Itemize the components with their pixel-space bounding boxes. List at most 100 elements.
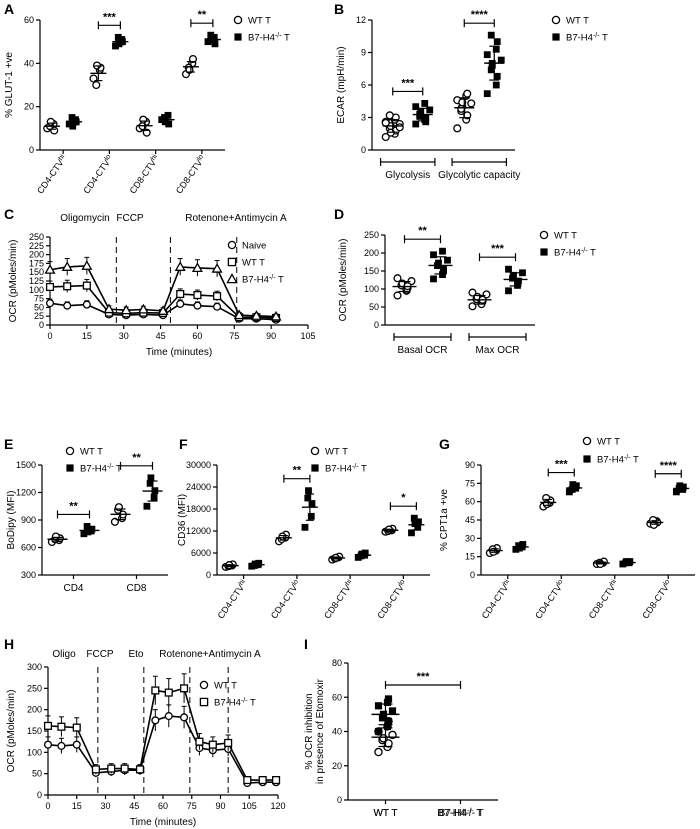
- data-point: [374, 727, 383, 736]
- legend-label: WT T: [248, 16, 271, 27]
- y-tick-label: 12000: [186, 526, 211, 536]
- data-point: [374, 702, 383, 710]
- x-tick-label: 90: [266, 331, 276, 341]
- data-point: [672, 488, 680, 496]
- x-tick-label: 120: [270, 801, 285, 811]
- x-tick-label: Max OCR: [476, 345, 520, 356]
- data-point: [488, 62, 496, 69]
- x-tick-label: 90: [215, 801, 225, 811]
- y-tick-label: 150: [29, 267, 44, 277]
- data-point: [63, 301, 72, 310]
- y-tick-label: 100: [364, 284, 379, 294]
- data-point: [91, 765, 100, 774]
- x-tick-label: CD4-CTVlo: [533, 578, 567, 621]
- legend-label: B7-H4-/- T: [248, 32, 290, 44]
- data-point: [165, 120, 173, 128]
- legend-label: WT T: [80, 447, 103, 458]
- data-point: [415, 518, 422, 526]
- data-point: [258, 776, 267, 785]
- y-tick-label: 75: [465, 478, 475, 488]
- y-tick-label: 150: [27, 726, 42, 736]
- data-point: [103, 303, 115, 314]
- panel-f: F 0 6000 12000 18000 24000 30000 CD36 (MFI) CD4-…: [177, 436, 430, 621]
- y-axis-label: % CPT1a +ve: [439, 489, 450, 551]
- x-axis-label: Time (minutes): [130, 817, 196, 828]
- x-tick-label: 45: [129, 801, 139, 811]
- panel-label: A: [4, 1, 14, 17]
- x-tick-label: 45: [156, 331, 166, 341]
- data-point: [505, 265, 512, 273]
- legend-marker: [583, 455, 591, 463]
- data-point: [483, 51, 491, 59]
- data-point: [422, 118, 430, 126]
- panel-i: I 0 20 40 60 80 % OCR inhibition in presence of…: [304, 636, 498, 820]
- panel-h: H 0 50 100 150 200 250 300 OCR (pMoles/min) 0 15 30…: [4, 636, 286, 828]
- panel-label: H: [4, 636, 14, 652]
- x-tick-label: 105: [300, 331, 315, 341]
- data-point: [69, 122, 77, 130]
- x-tick-label: 75: [229, 331, 239, 341]
- data-point: [383, 722, 392, 730]
- legend-label: WT T: [597, 437, 620, 448]
- data-point: [233, 309, 245, 320]
- data-point: [307, 512, 315, 520]
- x-tick-label: 60: [192, 331, 202, 341]
- data-point: [417, 108, 425, 116]
- data-point: [68, 114, 76, 121]
- y-tick-label: 250: [29, 232, 44, 242]
- data-point: [80, 530, 88, 538]
- data-point: [92, 80, 101, 90]
- legend-label: WT T: [566, 16, 589, 27]
- legend-marker: [552, 33, 560, 41]
- y-tick-label: 300: [27, 662, 42, 672]
- y-tick-label: 0: [470, 570, 475, 580]
- x-tick-label: 0: [47, 331, 52, 341]
- y-axis-label-text: OCR (pMoles/min): [8, 240, 19, 323]
- data-point: [414, 523, 422, 531]
- significance-label: ***: [417, 671, 431, 683]
- injection-label: FCCP: [86, 649, 114, 660]
- legend-label: WT T: [242, 258, 265, 269]
- data-point: [270, 310, 282, 321]
- y-tick-label: 60: [332, 692, 342, 702]
- injection-label: Oligomycin: [60, 213, 109, 224]
- data-point: [45, 282, 55, 292]
- data-point: [381, 132, 390, 142]
- data-point: [384, 717, 393, 725]
- significance-label: **: [418, 225, 427, 237]
- y-tick-label: 250: [364, 230, 379, 240]
- x-tick-label: 30: [119, 331, 129, 341]
- data-point: [147, 474, 155, 482]
- legend-marker: [539, 230, 549, 240]
- data-point: [468, 288, 477, 297]
- data-point: [72, 723, 81, 732]
- series-line: [47, 687, 277, 781]
- legend-label: B7-H4-/- T: [80, 463, 122, 475]
- panel-label: F: [179, 436, 188, 452]
- data-point: [188, 54, 198, 64]
- y-tick-label: 60: [24, 15, 34, 25]
- x-tick-label: CD8-CTVlo: [173, 153, 207, 196]
- data-point: [430, 251, 437, 259]
- y-axis-label: CD36 (MFI): [177, 494, 188, 546]
- data-point: [421, 100, 429, 107]
- y-tick-label: 0: [39, 320, 44, 330]
- data-point: [482, 290, 491, 299]
- y-axis-label: % OCR inhibition in presence of Etomoxir: [304, 678, 326, 784]
- data-point: [193, 301, 202, 310]
- data-point: [146, 479, 154, 487]
- data-point: [412, 103, 420, 111]
- legend-label: WT T: [325, 447, 348, 458]
- panel-label: D: [334, 206, 344, 222]
- data-point: [191, 262, 203, 273]
- legend-marker: [66, 464, 74, 472]
- data-point: [416, 113, 424, 120]
- x-tick-label: 75: [187, 801, 197, 811]
- data-point: [388, 707, 397, 715]
- x-tick-label: B7-H4-/- T: [439, 808, 483, 820]
- legend-label: B7-H4-/- T: [554, 247, 596, 259]
- data-point: [435, 259, 442, 267]
- data-point: [272, 776, 281, 785]
- data-point: [487, 31, 495, 39]
- data-point: [139, 115, 148, 124]
